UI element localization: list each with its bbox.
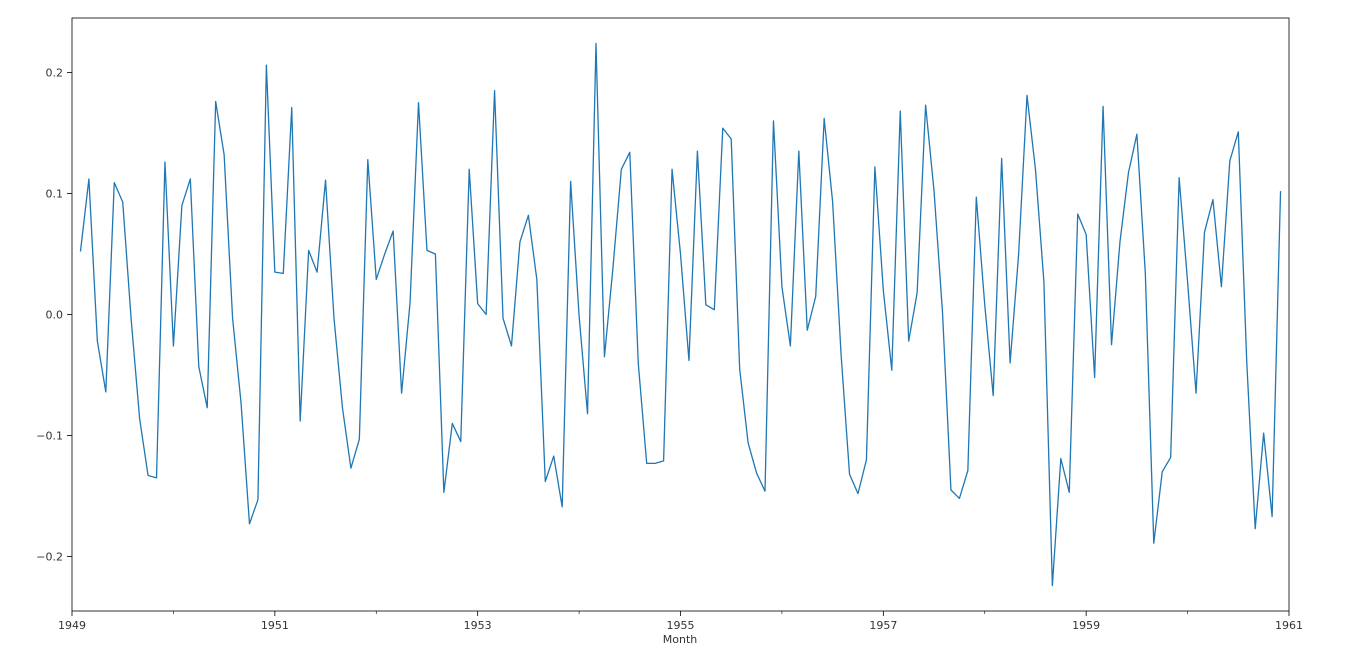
y-axis-ticks: −0.2 −0.1 0.0 0.1 0.2	[36, 66, 72, 564]
series-line-0	[79, 42, 1282, 587]
x-tick-label: 1949	[58, 619, 86, 632]
x-tick-label: 1961	[1275, 619, 1303, 632]
y-tick-label: −0.1	[36, 430, 63, 443]
x-tick-label: 1953	[464, 619, 492, 632]
x-axis-label: Month	[663, 633, 698, 646]
plot-area	[71, 17, 1290, 612]
x-tick-label: 1959	[1072, 619, 1100, 632]
y-tick-label: −0.2	[36, 551, 63, 564]
x-tick-label: 1957	[869, 619, 897, 632]
y-tick-label: 0.0	[46, 309, 64, 322]
y-tick-label: 0.1	[46, 187, 64, 200]
x-tick-label: 1955	[667, 619, 695, 632]
y-tick-label: 0.2	[46, 66, 64, 79]
axes-frame	[71, 17, 1290, 612]
x-tick-label: 1951	[261, 619, 289, 632]
x-axis-ticks: 1949 1951 1953 1955 1957 1959 1961	[58, 611, 1303, 632]
